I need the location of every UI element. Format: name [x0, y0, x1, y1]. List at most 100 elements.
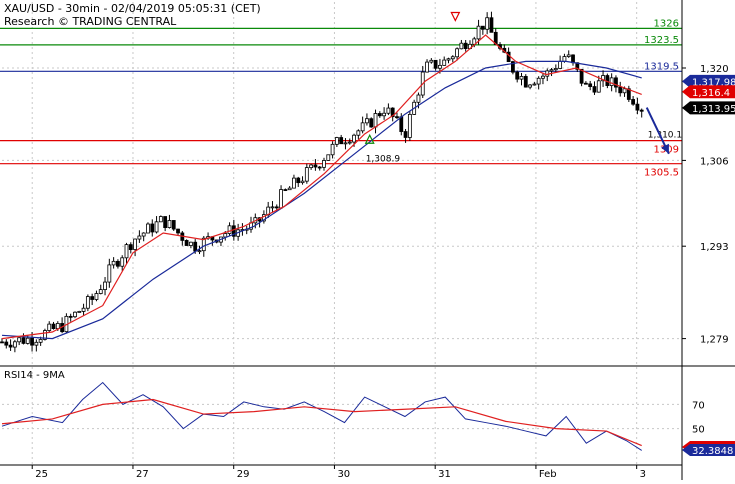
candle-body	[558, 60, 563, 69]
candle-body	[176, 228, 180, 234]
candle-body	[515, 71, 520, 80]
candle-body	[30, 337, 34, 346]
candle-body	[231, 225, 236, 237]
candle-body	[163, 216, 168, 228]
candle-body	[639, 109, 644, 112]
candle-body	[189, 241, 193, 246]
candle-body	[227, 225, 232, 234]
candle-body	[34, 341, 39, 346]
candle-body	[583, 82, 588, 85]
candle-body	[309, 164, 314, 169]
candle-body	[103, 281, 107, 290]
candle-body	[339, 137, 344, 145]
candle-body	[588, 83, 593, 87]
candle-body	[476, 25, 481, 40]
annotation-layer: 1,308.9 1,310.1	[364, 11, 682, 164]
candle-body	[635, 103, 640, 111]
candle-body	[193, 241, 198, 252]
forecast-arrowhead-icon	[661, 143, 669, 154]
candle-body	[77, 311, 82, 313]
price-tag	[682, 101, 735, 115]
candle-body	[455, 48, 459, 58]
candle-body	[90, 296, 95, 300]
x-tick-label: 27	[136, 469, 149, 480]
research-credit: Research © TRADING CENTRAL	[4, 15, 177, 28]
annotation-label: 1,308.9	[366, 154, 401, 164]
grid-layer	[2, 2, 682, 465]
candle-body	[141, 232, 146, 237]
candle-body	[304, 167, 309, 182]
x-tick-label: 29	[237, 469, 250, 480]
candle-body	[25, 337, 30, 344]
candle-body	[609, 77, 614, 86]
level-label: 1326	[654, 18, 679, 29]
candle-body	[4, 341, 9, 346]
candle-body	[403, 131, 408, 138]
candle-body	[463, 42, 468, 49]
candle-body	[322, 160, 326, 168]
x-tick-label: 31	[438, 469, 451, 480]
candle-body	[94, 293, 99, 300]
price-tag	[682, 74, 735, 88]
level-label: 1323.5	[644, 35, 679, 46]
candle-body	[73, 311, 77, 318]
rsi-tick-label: 70	[692, 400, 705, 411]
candle-body	[365, 118, 369, 124]
candle-body	[133, 238, 137, 250]
candle-body	[300, 180, 305, 184]
candle-body	[158, 216, 163, 223]
low-marker-icon	[364, 133, 375, 144]
rsi-ma-line	[1, 398, 642, 447]
candle-body	[334, 137, 339, 145]
candle-body	[68, 315, 73, 318]
rsi-tick-label: 50	[692, 425, 705, 436]
candle-body	[562, 56, 567, 62]
level-label: 1305.5	[644, 168, 679, 179]
candle-body	[51, 323, 56, 330]
candle-body	[317, 166, 322, 169]
y-tick-label: 1,306	[700, 156, 729, 167]
candle-body	[287, 187, 292, 191]
candle-body	[343, 142, 348, 145]
annotation-label: 1,310.1	[648, 130, 682, 140]
candle-body	[270, 206, 275, 209]
candle-body	[81, 307, 86, 312]
candle-body	[154, 221, 159, 233]
candle-body	[399, 116, 404, 132]
x-tick-label: Feb	[539, 469, 557, 480]
candle-body	[596, 80, 601, 93]
price-tag	[682, 85, 735, 99]
y-tick-label: 1,320	[700, 64, 729, 75]
candle-body	[0, 341, 4, 344]
candle-body	[549, 69, 554, 72]
candle-body	[450, 56, 455, 60]
candle-body	[553, 68, 558, 71]
candle-body	[21, 337, 26, 344]
candle-body	[480, 25, 485, 30]
candle-body	[489, 17, 494, 33]
high-marker-icon	[450, 11, 461, 22]
candle-body	[614, 77, 618, 88]
candle-body	[12, 341, 17, 348]
candle-body	[532, 83, 537, 86]
symbol-title: XAU/USD - 30min - 02/04/2019 05:05:31 (C…	[4, 2, 261, 15]
candle-body	[274, 206, 279, 209]
candle-body	[146, 223, 150, 234]
candle-body	[197, 250, 202, 253]
candle-body	[292, 177, 296, 189]
candle-body	[360, 122, 365, 132]
candle-body	[407, 114, 412, 138]
candle-body	[369, 118, 374, 128]
series-layer	[0, 11, 644, 451]
x-tick-label: 30	[337, 469, 350, 480]
candle-body	[459, 42, 464, 50]
candle-body	[356, 130, 361, 136]
price-tag-label: 32.3848	[692, 446, 733, 457]
candle-body	[429, 59, 434, 63]
candle-body	[296, 177, 301, 184]
rsi-title: RSI14 - 9MA	[4, 370, 65, 381]
candle-body	[626, 88, 631, 100]
x-tick-label: 25	[35, 469, 48, 480]
